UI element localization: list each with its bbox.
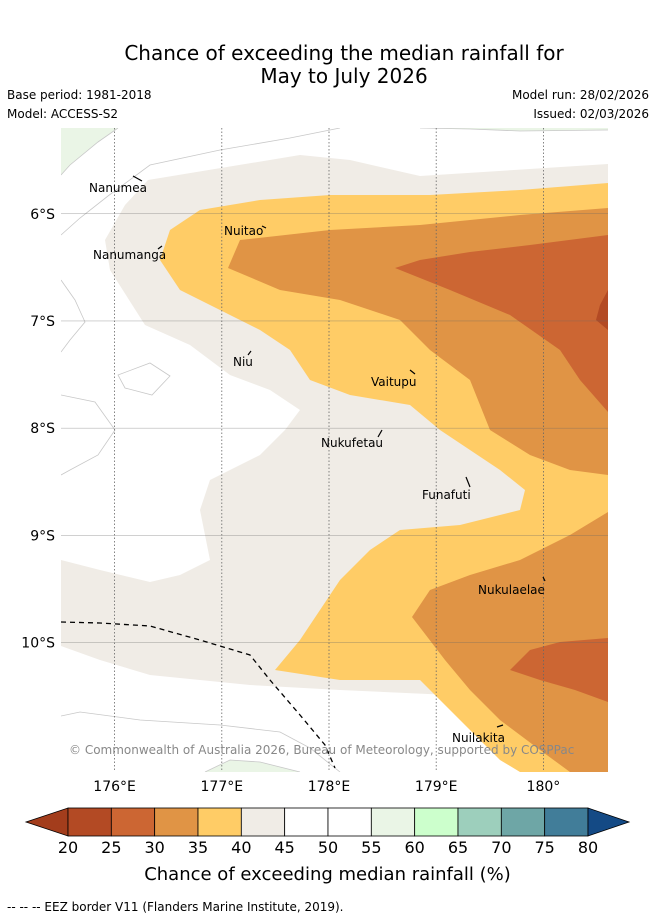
model-run: Model run: 28/02/2026 — [511, 88, 649, 102]
colorbar-swatch — [110, 807, 156, 837]
model-name: Model: ACCESS-S2 — [7, 107, 119, 121]
title-line-2: May to July 2026 — [260, 64, 428, 88]
place-nuilakita: Nuilakita — [452, 724, 505, 745]
island-outline — [409, 369, 416, 375]
region-20-25 — [596, 290, 608, 330]
region-55-60-northwest — [61, 128, 118, 175]
place-label: Nukufetau — [321, 436, 383, 450]
region-55-60-south — [205, 760, 300, 772]
island-outline — [157, 245, 163, 250]
colorbar-low-arrow — [24, 807, 69, 837]
place-label: Nuitao — [224, 224, 263, 238]
colorbar-tick-label: 75 — [534, 838, 555, 857]
colorbar-swatch — [197, 807, 242, 837]
contour-lines — [61, 128, 608, 772]
colorbar-swatch — [327, 807, 372, 837]
colorbar-swatch — [500, 807, 546, 837]
latitude-tick-label: 10°S — [21, 636, 55, 652]
place-nukufetau: Nukufetau — [321, 429, 383, 450]
place-label: Nanumanga — [93, 248, 166, 262]
eez-footnote: -- -- -- EEZ border V11 (Flanders Marine… — [7, 900, 344, 914]
longitude-tick-label: 176°E — [93, 779, 136, 795]
place-labels: Nanumea Nuitao Nanumanga Niu Vaitupu Nukufeta… — [89, 175, 546, 745]
island-outline — [542, 576, 546, 582]
colorbar-tick-label: 20 — [57, 838, 79, 857]
island-outline — [261, 225, 267, 229]
place-label: Funafuti — [422, 488, 471, 502]
title-line-1: Chance of exceeding the median rainfall … — [124, 41, 564, 65]
place-vaitupu: Vaitupu — [371, 369, 417, 389]
base-period: Base period: 1981-2018 — [7, 88, 152, 102]
place-label: Niu — [233, 355, 253, 369]
place-nanumea: Nanumea — [89, 175, 147, 195]
colorbar-tick-label: 50 — [317, 838, 339, 857]
colorbar-tick-label: 45 — [274, 838, 295, 857]
colorbar — [24, 807, 631, 837]
colorbar-swatch — [457, 807, 502, 837]
latitude-tick-label: 6°S — [30, 207, 55, 223]
eez-border — [60, 621, 336, 769]
latitude-tick-label: 8°S — [30, 421, 55, 437]
island-outline — [465, 476, 471, 488]
colorbar-tick-label: 80 — [577, 838, 599, 857]
region-25-30-upper — [395, 235, 608, 412]
region-25-30-lower — [510, 638, 608, 702]
colorbar-swatch — [154, 807, 199, 837]
place-nuitao: Nuitao — [224, 224, 267, 238]
latitude-tick-label: 9°S — [30, 528, 55, 544]
place-label: Nuilakita — [452, 731, 505, 745]
colorbar-high-arrow — [587, 807, 631, 837]
longitude-tick-label: 177°E — [201, 779, 244, 795]
gridlines — [61, 128, 608, 772]
colorbar-swatch — [544, 807, 589, 837]
place-niu: Niu — [233, 350, 253, 369]
latitude-tick-label: 7°S — [30, 314, 55, 330]
colorbar-swatch — [284, 807, 329, 837]
colorbar-swatch — [240, 807, 286, 837]
colorbar-tick-label: 40 — [231, 838, 252, 857]
island-outline — [132, 175, 143, 182]
issued-date: Issued: 02/03/2026 — [533, 107, 649, 121]
colorbar-tick-label: 55 — [361, 838, 382, 857]
colorbar-tick-label: 35 — [187, 838, 209, 857]
colorbar-tick-label: 30 — [144, 838, 165, 857]
place-label: Nukulaelae — [478, 583, 545, 597]
colorbar-swatch — [370, 807, 416, 837]
place-label: Nanumea — [89, 181, 147, 195]
place-label: Vaitupu — [371, 375, 417, 389]
place-funafuti: Funafuti — [422, 476, 471, 502]
island-outline — [377, 429, 383, 438]
place-nukulaelae: Nukulaelae — [478, 576, 546, 597]
island-outline — [496, 724, 504, 728]
colorbar-tick-label: 60 — [404, 838, 425, 857]
map-layers — [61, 128, 608, 772]
colorbar-tick-label: 25 — [101, 838, 122, 857]
colorbar-swatch — [67, 807, 112, 837]
colorbar-title: Chance of exceeding median rainfall (%) — [144, 864, 511, 885]
island-outline — [247, 350, 252, 356]
colorbar-tick-label: 70 — [491, 838, 512, 857]
place-nanumanga: Nanumanga — [93, 245, 166, 262]
latitude-ticks: 6°S 7°S 8°S 9°S 10°S — [21, 207, 55, 652]
longitude-tick-label: 178°E — [308, 779, 351, 795]
colorbar-tick-label: 65 — [447, 838, 469, 857]
longitude-ticks: 176°E 177°E 178°E 179°E 180° — [93, 779, 560, 795]
longitude-tick-label: 180° — [527, 779, 561, 795]
longitude-tick-label: 179°E — [415, 779, 458, 795]
copyright-credit: © Commonwealth of Australia 2026, Bureau… — [69, 743, 575, 757]
colorbar-swatch — [414, 807, 459, 837]
region-30-35-lower — [412, 512, 608, 772]
